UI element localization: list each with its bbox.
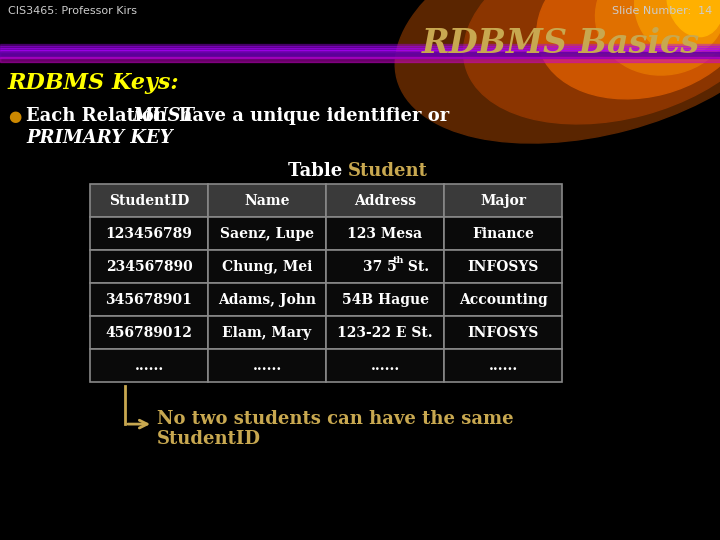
Bar <box>208 184 326 217</box>
Bar <box>0 46 720 48</box>
Text: Major: Major <box>480 194 526 207</box>
Text: MUST: MUST <box>133 107 195 125</box>
Ellipse shape <box>667 0 720 37</box>
Text: StudentID: StudentID <box>157 430 261 448</box>
Bar <box>208 316 326 349</box>
Ellipse shape <box>395 0 720 143</box>
Bar <box>0 48 720 50</box>
Bar <box>90 250 208 283</box>
Bar <box>90 184 208 217</box>
Text: Slide Number:  14: Slide Number: 14 <box>612 6 712 16</box>
Text: No two students can have the same: No two students can have the same <box>157 410 513 428</box>
Text: 123 Mesa: 123 Mesa <box>348 227 423 241</box>
Bar <box>326 349 444 382</box>
Bar <box>0 0 720 62</box>
Text: Table: Table <box>287 162 348 180</box>
Bar <box>90 349 208 382</box>
Bar <box>0 50 720 52</box>
Text: PRIMARY KEY: PRIMARY KEY <box>26 129 173 147</box>
Ellipse shape <box>595 0 720 75</box>
Text: Name: Name <box>244 194 289 207</box>
Text: th: th <box>393 256 405 265</box>
Bar <box>444 250 562 283</box>
Text: Finance: Finance <box>472 227 534 241</box>
Text: ......: ...... <box>370 359 400 373</box>
Text: ●: ● <box>8 109 22 124</box>
Text: INFOSYS: INFOSYS <box>467 326 539 340</box>
Text: Elam, Mary: Elam, Mary <box>222 326 312 340</box>
Bar <box>90 217 208 250</box>
Text: St.: St. <box>403 260 429 274</box>
Bar <box>0 52 720 58</box>
Text: ......: ...... <box>488 359 518 373</box>
Text: 345678901: 345678901 <box>106 293 192 307</box>
Bar <box>0 57 720 62</box>
Bar <box>326 283 444 316</box>
Bar <box>0 44 720 46</box>
Text: Saenz, Lupe: Saenz, Lupe <box>220 227 314 241</box>
Text: Accounting: Accounting <box>459 293 547 307</box>
Text: 456789012: 456789012 <box>106 326 192 340</box>
Bar <box>208 217 326 250</box>
Bar <box>208 349 326 382</box>
Bar <box>444 316 562 349</box>
Text: ......: ...... <box>253 359 282 373</box>
Bar <box>326 250 444 283</box>
Text: StudentID: StudentID <box>109 194 189 207</box>
Ellipse shape <box>537 0 720 99</box>
Text: have a unique identifier or: have a unique identifier or <box>173 107 449 125</box>
Text: Chung, Mei: Chung, Mei <box>222 260 312 274</box>
Text: 37 5: 37 5 <box>363 260 397 274</box>
Bar <box>326 217 444 250</box>
Text: Adams, John: Adams, John <box>218 293 316 307</box>
Text: Address: Address <box>354 194 416 207</box>
Text: INFOSYS: INFOSYS <box>467 260 539 274</box>
Text: RDBMS Keys:: RDBMS Keys: <box>8 72 179 94</box>
Bar <box>90 316 208 349</box>
Bar <box>208 283 326 316</box>
Text: CIS3465: Professor Kirs: CIS3465: Professor Kirs <box>8 6 137 16</box>
Bar <box>444 283 562 316</box>
Bar <box>444 349 562 382</box>
Ellipse shape <box>464 0 720 124</box>
Bar <box>444 184 562 217</box>
Text: ......: ...... <box>135 359 163 373</box>
Text: 54B Hague: 54B Hague <box>341 293 428 307</box>
Text: 123-22 E St.: 123-22 E St. <box>337 326 433 340</box>
Bar <box>326 184 444 217</box>
Text: 123456789: 123456789 <box>106 227 192 241</box>
Text: Each Relation: Each Relation <box>26 107 173 125</box>
Text: RDBMS Basics: RDBMS Basics <box>422 27 700 60</box>
Bar <box>90 283 208 316</box>
Text: Student: Student <box>348 162 428 180</box>
Bar <box>326 316 444 349</box>
Bar <box>208 250 326 283</box>
Text: 234567890: 234567890 <box>106 260 192 274</box>
Bar <box>444 217 562 250</box>
Ellipse shape <box>634 0 720 56</box>
